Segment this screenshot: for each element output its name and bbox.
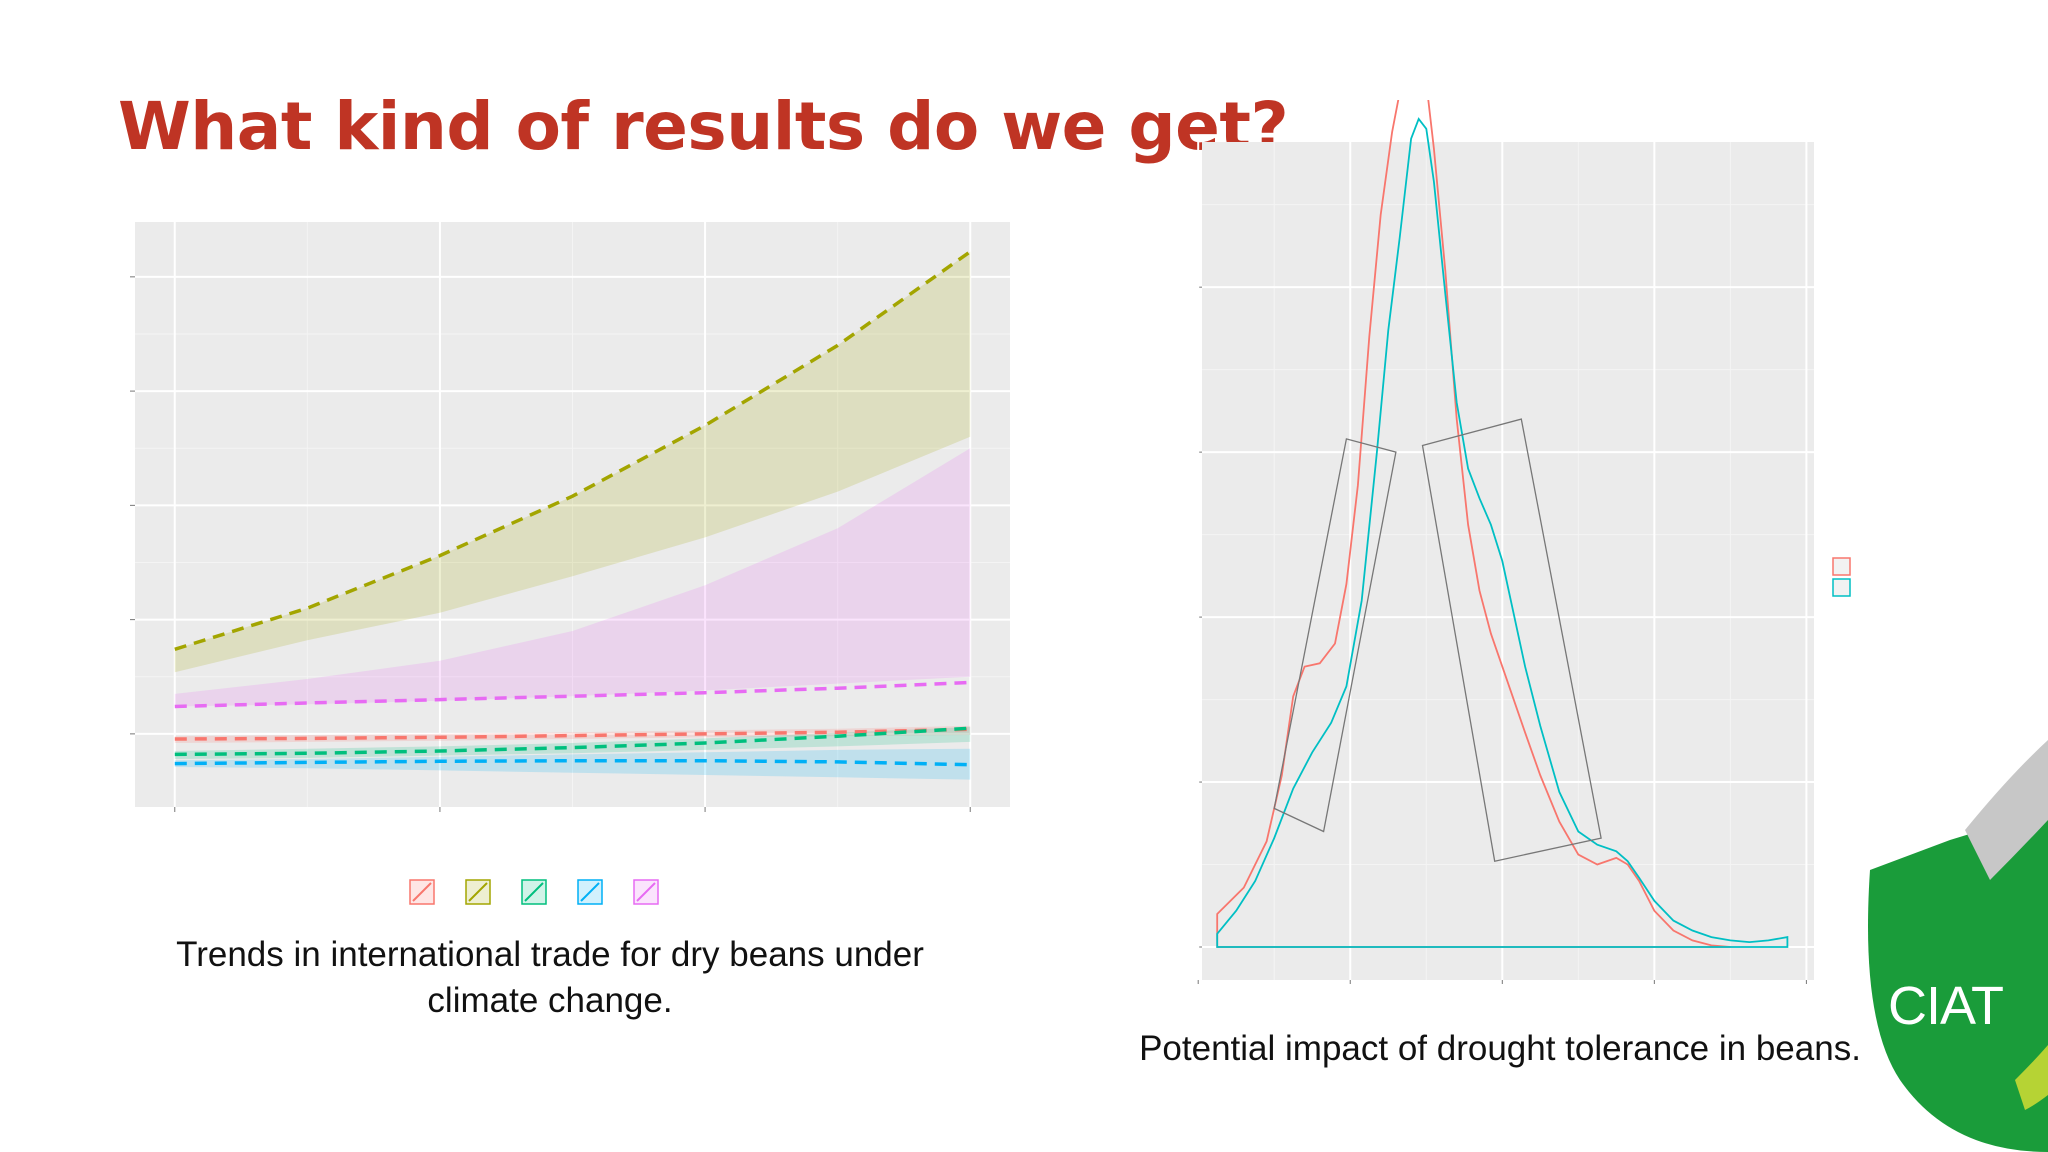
trade-line-cen: [174, 726, 971, 757]
density-curve-cc-notec: [1216, 100, 1731, 948]
density-chart-caption: Potential impact of drought tolerance in…: [1139, 1029, 1861, 1068]
trade-chart-caption: Trends in international trade for dry be…: [176, 935, 924, 1020]
ciat-logo: [1868, 740, 2048, 1152]
trade-legend-key-line: [580, 882, 600, 902]
logo-text: CIAT: [1888, 976, 2004, 1036]
trade-line-and: [174, 727, 971, 741]
trade-band-sur: [174, 448, 971, 707]
logo-lime-stroke: [2015, 1045, 2048, 1110]
trade-band-cen: [174, 727, 971, 759]
density-legend-key-cc-notec: [1832, 557, 1851, 576]
trade-line-bra: [174, 250, 972, 651]
impulse-box: [1421, 418, 1602, 862]
trade-legend-key-line: [468, 882, 488, 902]
density-legend-key-cc-tec: [1832, 578, 1851, 597]
trade-legend-key-line: [524, 882, 544, 902]
trade-chart: [130, 222, 1010, 905]
trade-legend-key-line: [636, 882, 656, 902]
trade-band-and: [174, 725, 971, 743]
trade-band-bra: [174, 251, 971, 673]
slide-title: What kind of results do we get?: [118, 88, 1289, 165]
alleviate-box: [1273, 438, 1397, 833]
trade-band-mex: [174, 748, 971, 780]
trade-line-mex: [174, 758, 971, 767]
density-plot-panel: [1202, 142, 1814, 980]
density-curve-cc-tec: [1216, 117, 1789, 948]
density-chart: [1197, 100, 1851, 984]
logo-grey-stroke: [1965, 740, 2048, 880]
logo-green-shape: [1868, 810, 2048, 1152]
trade-legend-key-line: [412, 882, 432, 902]
trade-line-sur: [174, 680, 971, 709]
